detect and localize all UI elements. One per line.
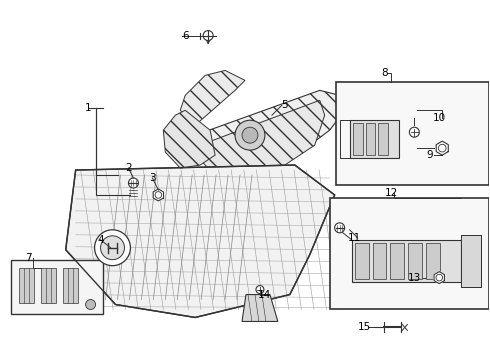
Polygon shape xyxy=(242,294,278,321)
Text: 2: 2 xyxy=(125,163,132,173)
Bar xyxy=(11,260,102,315)
Bar xyxy=(378,123,389,155)
Circle shape xyxy=(128,178,138,188)
Polygon shape xyxy=(434,272,444,284)
Text: 11: 11 xyxy=(348,233,361,243)
Circle shape xyxy=(436,274,442,281)
Circle shape xyxy=(95,230,130,266)
Polygon shape xyxy=(190,90,344,155)
Text: 4: 4 xyxy=(97,235,104,245)
Circle shape xyxy=(100,236,124,260)
Bar xyxy=(336,82,489,185)
Bar xyxy=(63,268,77,302)
Circle shape xyxy=(235,120,265,150)
Text: 13: 13 xyxy=(408,273,421,283)
Bar xyxy=(352,240,461,282)
Bar xyxy=(408,243,422,279)
Polygon shape xyxy=(153,189,164,201)
Polygon shape xyxy=(195,100,325,170)
Bar xyxy=(19,268,34,302)
Polygon shape xyxy=(180,71,245,125)
Text: 12: 12 xyxy=(385,188,398,198)
Bar xyxy=(461,235,481,287)
Text: 1: 1 xyxy=(85,103,92,113)
Text: 14: 14 xyxy=(258,289,271,300)
Circle shape xyxy=(242,127,258,143)
Text: 3: 3 xyxy=(149,173,156,183)
Bar xyxy=(353,123,363,155)
Bar xyxy=(41,268,56,302)
Circle shape xyxy=(203,31,213,41)
Bar xyxy=(391,243,404,279)
Polygon shape xyxy=(66,165,335,318)
Bar xyxy=(349,120,399,158)
Text: 9: 9 xyxy=(426,150,433,160)
Text: 5: 5 xyxy=(282,100,288,110)
Bar xyxy=(355,243,368,279)
Circle shape xyxy=(155,192,162,198)
Text: 10: 10 xyxy=(433,113,446,123)
Bar xyxy=(330,198,489,310)
Circle shape xyxy=(409,127,419,137)
Polygon shape xyxy=(436,141,448,155)
Polygon shape xyxy=(163,110,215,168)
Bar xyxy=(366,123,375,155)
Circle shape xyxy=(439,144,446,152)
Circle shape xyxy=(256,285,264,293)
Bar xyxy=(372,243,387,279)
Text: 8: 8 xyxy=(381,68,388,78)
Circle shape xyxy=(86,300,96,310)
Text: 15: 15 xyxy=(358,323,371,332)
Text: 6: 6 xyxy=(182,31,189,41)
Circle shape xyxy=(335,223,344,233)
Bar xyxy=(426,243,440,279)
Text: 7: 7 xyxy=(25,253,32,263)
